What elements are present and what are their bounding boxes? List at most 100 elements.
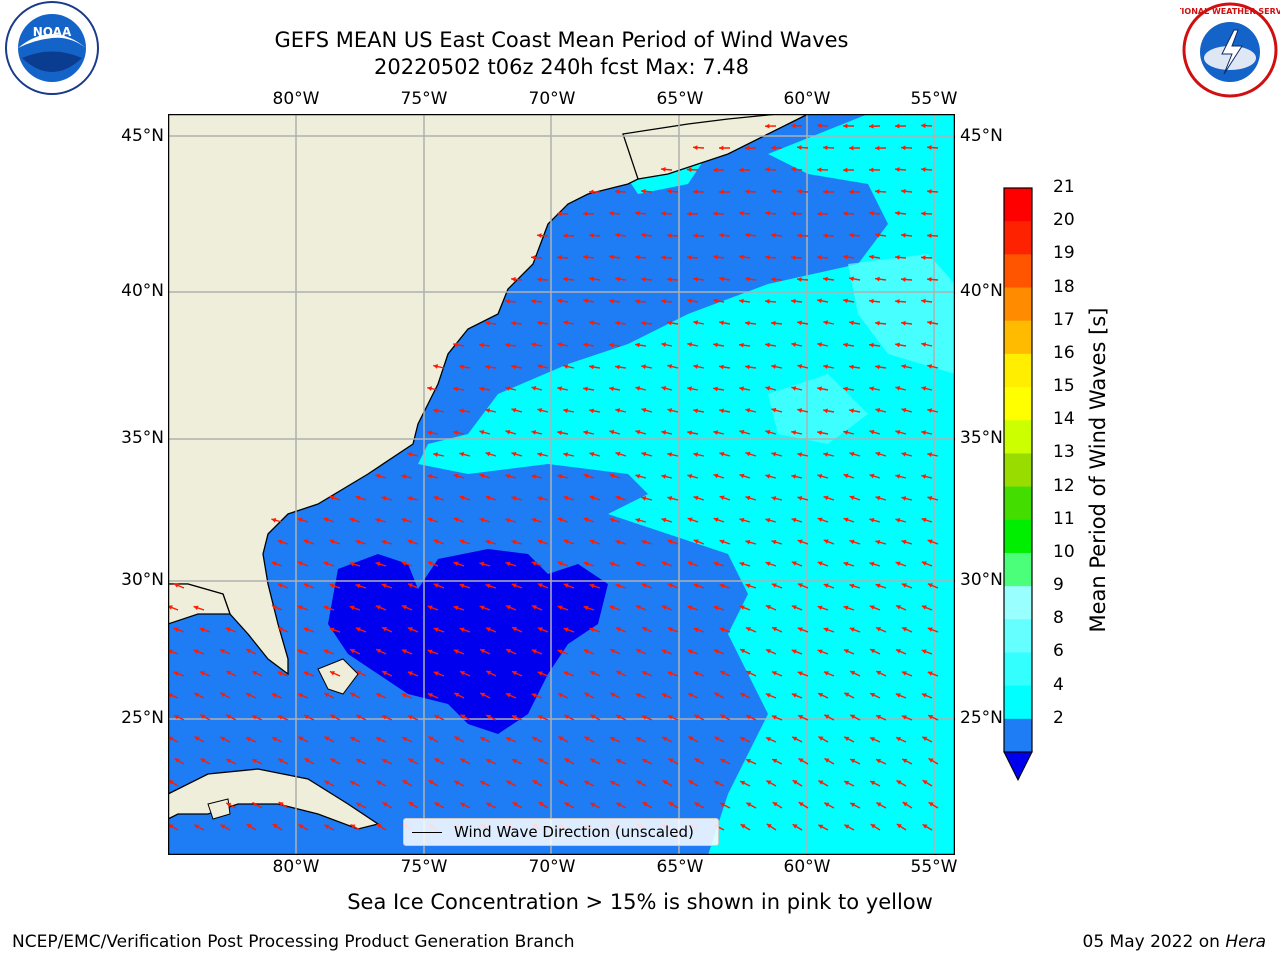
wave-arrow-head	[797, 277, 802, 282]
wave-arrow-head	[485, 495, 491, 501]
wave-arrow-head	[875, 145, 880, 151]
wave-arrow-head	[557, 693, 563, 698]
wave-arrow-head	[719, 408, 724, 414]
wave-arrow-head	[459, 583, 465, 589]
wave-arrow-head	[843, 342, 848, 348]
wave-arrow-head	[869, 737, 875, 742]
wave-arrow-head	[610, 648, 616, 654]
wave-arrow-head	[583, 430, 589, 435]
wave-arrow-head	[433, 539, 439, 544]
wave-arrow-head	[746, 802, 752, 807]
wave-arrow-head	[641, 364, 646, 370]
wave-arrow-head	[746, 715, 752, 720]
wave-arrow-head	[662, 736, 668, 742]
wave-arrow-head	[849, 539, 855, 545]
colorbar-tick-label: 19	[1053, 243, 1075, 264]
wave-arrow-head	[407, 583, 413, 588]
wave-arrow-head	[791, 649, 797, 654]
wave-arrow-head	[589, 627, 595, 633]
wave-arrow-head	[531, 605, 537, 610]
wave-arrow-head	[324, 692, 330, 698]
wave-arrow-head	[583, 605, 589, 611]
wave-arrow-head	[823, 583, 829, 589]
wave-arrow-head	[375, 693, 381, 698]
wave-arrow-head	[226, 802, 232, 808]
wave-arrow-head	[797, 539, 803, 544]
wave-arrow-head	[538, 758, 544, 763]
wave-arrow-head	[641, 276, 646, 282]
wave-arrow-head	[537, 627, 543, 632]
wave-arrow-head	[921, 386, 927, 391]
wave-arrow-head	[641, 496, 647, 501]
wave-arrow-head	[531, 386, 537, 391]
wave-arrow-head	[667, 583, 673, 588]
wave-arrow-head	[506, 649, 512, 654]
wave-arrow-head	[714, 692, 720, 698]
wave-arrow-head	[772, 802, 778, 807]
wave-arrow-head	[719, 451, 725, 457]
wave-arrow-head	[252, 802, 258, 807]
wave-arrow-head	[921, 342, 927, 347]
wave-arrow-head	[635, 254, 640, 260]
colorbar-segment	[1004, 552, 1032, 587]
wave-arrow-head	[791, 693, 797, 698]
wave-arrow-head	[531, 517, 537, 523]
wave-arrow-head	[719, 583, 725, 589]
wave-arrow-head	[875, 583, 881, 589]
wave-arrow-head	[843, 605, 849, 611]
wave-arrow-head	[485, 539, 491, 545]
wave-arrow-head	[824, 758, 830, 763]
colorbar-tick-label: 15	[1053, 376, 1075, 397]
wave-arrow-head	[590, 671, 596, 676]
wave-arrow-head	[558, 736, 564, 741]
wave-arrow-head	[511, 451, 517, 457]
colorbar-tick-label: 17	[1053, 309, 1075, 330]
wave-arrow-head	[505, 561, 511, 567]
wave-arrow-head	[589, 320, 594, 326]
wave-arrow-head	[688, 736, 694, 741]
wave-arrow-head	[928, 758, 934, 763]
wave-arrow-head	[667, 408, 673, 413]
wave-arrow-head	[687, 561, 693, 566]
wave-arrow-head	[193, 649, 199, 654]
wave-arrow-head	[459, 364, 464, 370]
wave-arrow-head	[381, 715, 387, 720]
wave-arrow-head	[843, 430, 849, 435]
wave-arrow-head	[433, 671, 439, 676]
wave-arrow-head	[407, 715, 413, 720]
wave-arrow-head	[583, 561, 589, 567]
wave-arrow-head	[583, 298, 588, 304]
wave-arrow-head	[843, 386, 848, 392]
wave-arrow-head	[895, 693, 901, 698]
wave-arrow-head	[427, 517, 433, 523]
wave-arrow-head	[772, 758, 778, 764]
wave-arrow-head	[667, 452, 673, 457]
wave-arrow-head	[922, 736, 928, 742]
wave-arrow-head	[589, 451, 595, 457]
wave-arrow-head	[739, 210, 744, 216]
wave-arrow-head	[609, 473, 615, 479]
wave-arrow-head	[407, 627, 413, 632]
wave-arrow-head	[433, 627, 439, 632]
wave-arrow-head	[401, 649, 407, 654]
wave-arrow-head	[277, 715, 283, 720]
wave-arrow-head	[694, 714, 700, 720]
wave-arrow-head	[641, 232, 646, 238]
wave-arrow-head	[693, 495, 699, 501]
wave-arrow-head	[745, 232, 750, 238]
wave-arrow-head	[272, 737, 278, 742]
wave-arrow-head	[869, 123, 874, 129]
wave-arrow-head	[350, 824, 356, 829]
wave-arrow-head	[194, 824, 200, 830]
wave-arrow-head	[563, 583, 569, 588]
wave-arrow-head	[428, 736, 434, 741]
wave-arrow-head	[719, 189, 724, 195]
wave-arrow-head	[480, 692, 486, 698]
wave-arrow-head	[817, 605, 823, 611]
wave-arrow-head	[791, 605, 797, 610]
wave-arrow-head	[817, 255, 822, 260]
wave-arrow-head	[667, 277, 672, 282]
wave-arrow-head	[896, 737, 901, 742]
wave-arrow-head	[901, 364, 907, 369]
wave-arrow-head	[927, 539, 933, 544]
